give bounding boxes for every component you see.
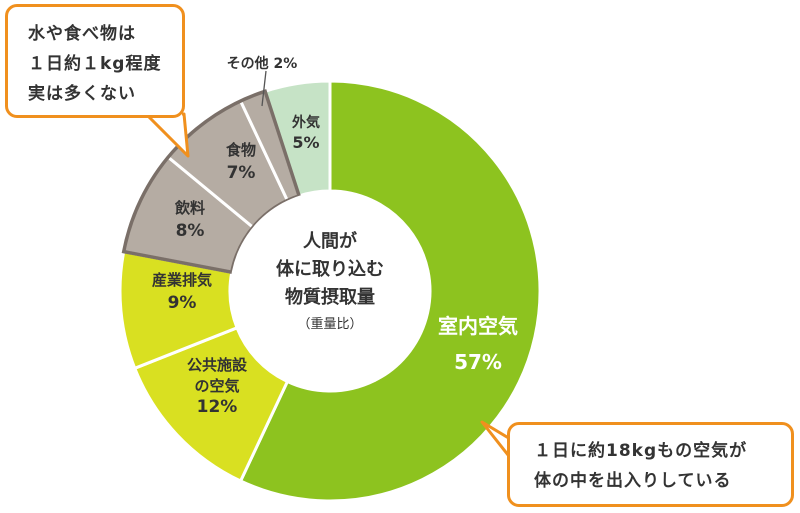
slice-name-0-0: 室内空気 [438,314,518,338]
slice-label-text-5: その他 2% [227,55,298,72]
left-callout-line-1: 水や食べ物は [28,24,136,44]
slice-value-2: 9% [168,293,197,313]
slice-label-3: 飲料 8% [174,199,205,241]
slice-value-6: 5% [292,133,319,152]
left-callout-line-2: １日約１kg程度 [28,54,162,74]
slice-name-1-0: 公共施設 [187,356,248,374]
right-callout-line-2: 体の中を出入りしている [534,471,732,491]
slice-value-1: 12% [197,397,238,417]
center-sublabel: （重量比） [297,316,362,332]
other-leader-line [261,70,267,107]
slice-name-3-0: 飲料 [174,199,205,217]
slice-label-6: 外気 5% [292,114,320,152]
right-callout: １日に約18kgもの空気が 体の中を出入りしている [507,422,794,507]
center-label-line-1: 人間が [303,230,357,252]
slice-name-2-0: 産業排気 [152,271,212,289]
slice-label-5: その他 2% [227,55,298,72]
left-callout-line-3: 実は多くない [28,84,136,104]
slice-value-0: 57% [454,350,502,374]
slice-label-2: 産業排気 9% [152,271,212,313]
slice-value-4: 7% [227,163,256,183]
slice-label-0: 室内空気 57% [438,314,518,374]
slice-value-3: 8% [176,221,205,241]
center-hole [230,191,430,391]
center-label-line-3: 物質摂取量 [285,286,375,308]
center-label: 人間が 体に取り込む 物質摂取量 （重量比） [276,230,384,332]
left-callout-tail [144,112,190,158]
slice-label-4: 食物 7% [226,141,256,183]
slice-name-4-0: 食物 [226,141,256,159]
left-callout: 水や食べ物は １日約１kg程度 実は多くない [5,4,185,118]
slice-name-1-1: の空気 [194,377,239,395]
center-label-line-2: 体に取り込む [276,258,384,280]
slice-name-6-0: 外気 [292,114,320,131]
right-callout-line-1: １日に約18kgもの空気が [534,441,748,461]
